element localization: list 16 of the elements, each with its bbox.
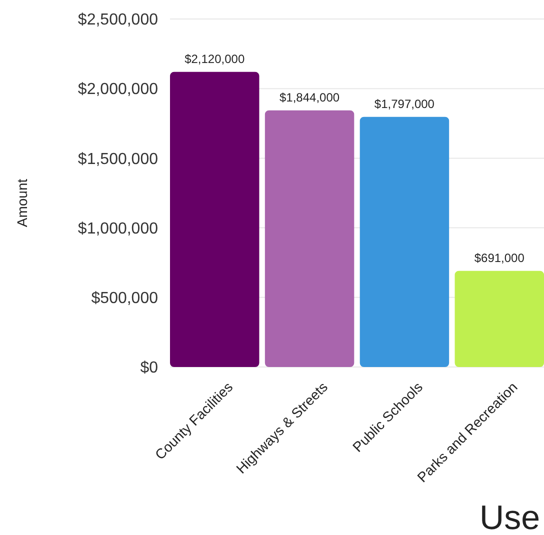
x-axis-title: Use [480, 499, 540, 535]
data-label: $2,120,000 [184, 52, 245, 66]
data-label: $1,844,000 [280, 90, 340, 104]
bar [264, 110, 354, 367]
y-tick-label: $1,500,000 [78, 150, 158, 168]
y-tick-label: $500,000 [91, 290, 158, 307]
y-tick-label: $2,500,000 [78, 12, 158, 29]
y-tick-label: $2,000,000 [78, 81, 158, 98]
data-label: $691,000 [474, 250, 525, 265]
bar [454, 270, 544, 367]
bar [170, 72, 260, 367]
y-tick-label: $0 [140, 360, 158, 377]
bar [360, 116, 450, 367]
y-axis-title: Amount [14, 178, 30, 228]
data-label: $1,797,000 [374, 96, 435, 111]
y-tick-label: $1,000,000 [78, 220, 158, 238]
